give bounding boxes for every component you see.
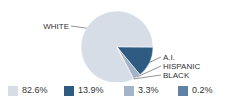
html-text:82.6%: 82.6% — [22, 85, 48, 95]
svg-text:A.I.: A.I. — [163, 53, 175, 62]
html-text:0.2%: 0.2% — [192, 85, 213, 95]
svg-text:HISPANIC: HISPANIC — [163, 62, 200, 71]
svg-text:BLACK: BLACK — [163, 71, 190, 80]
html-text:13.9%: 13.9% — [78, 85, 104, 95]
svg-text:WHITE: WHITE — [43, 22, 69, 31]
html-text:3.3%: 3.3% — [138, 85, 159, 95]
